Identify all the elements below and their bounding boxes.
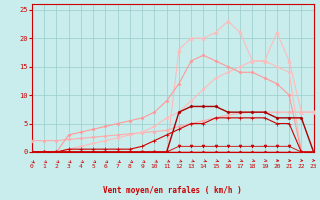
X-axis label: Vent moyen/en rafales ( km/h ): Vent moyen/en rafales ( km/h )	[103, 186, 242, 195]
